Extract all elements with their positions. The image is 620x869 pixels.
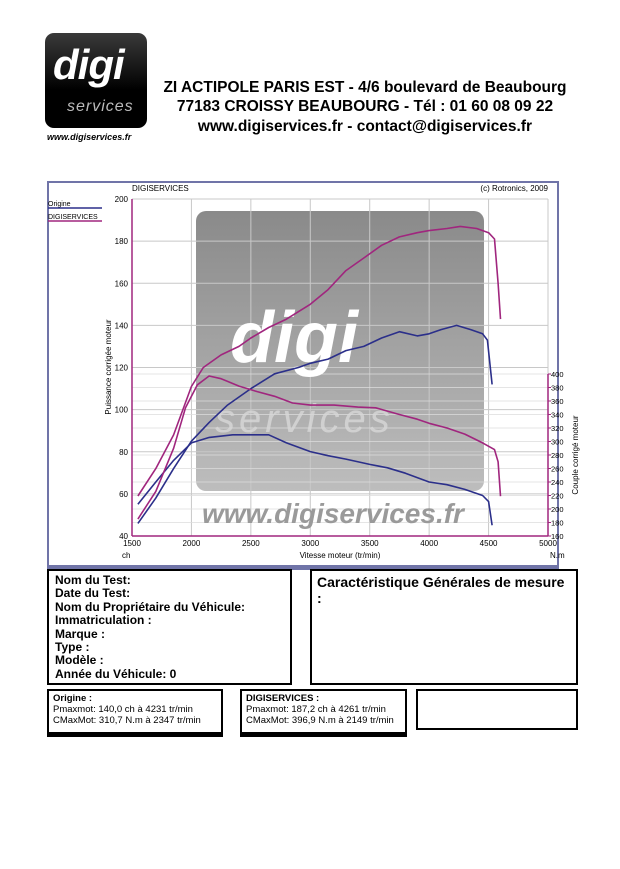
field-type: Type :	[55, 640, 90, 655]
y2-tick-label: 260	[551, 465, 564, 474]
field-test-date: Date du Test:	[55, 586, 131, 601]
y2-tick-label: 320	[551, 424, 564, 433]
x-tick-label: 1500	[123, 539, 141, 548]
logo-subtext: services	[67, 98, 134, 115]
y2-tick-label: 360	[551, 397, 564, 406]
digiservices-title: DIGISERVICES :	[246, 693, 320, 704]
y2-tick-label: 200	[551, 505, 564, 514]
y2-axis-label: Couple corrigé moteur	[571, 415, 580, 494]
x-tick-label: 3000	[301, 539, 319, 548]
contact-line: www.digiservices.fr - contact@digiservic…	[197, 118, 533, 135]
x-tick-label: 3500	[361, 539, 379, 548]
y-tick-label: 60	[119, 490, 128, 499]
chart-frame	[47, 181, 559, 570]
chart-copyright: (c) Rotronics, 2009	[480, 184, 548, 193]
digiservices-cmax: CMaxMot: 396,9 N.m à 2149 tr/min	[246, 715, 394, 726]
field-test-name: Nom du Test:	[55, 573, 131, 587]
logo-url: www.digiservices.fr	[47, 132, 132, 142]
origine-cmax: CMaxMot: 310,7 N.m à 2347 tr/min	[53, 715, 201, 726]
y2-tick-label: 280	[551, 451, 564, 460]
divider	[47, 734, 223, 737]
y2-tick-label: 240	[551, 478, 564, 487]
y2-tick-label: 340	[551, 411, 564, 420]
digiservices-results-box: DIGISERVICES : Pmaxmot: 187,2 ch à 4261 …	[240, 689, 407, 734]
series-digiservices-power	[137, 225, 502, 497]
y-tick-label: 40	[119, 532, 128, 541]
y2-tick-label: 180	[551, 519, 564, 528]
x-axis-label: Vitesse moteur (tr/min)	[300, 551, 381, 560]
watermark-url: www.digiservices.fr	[202, 498, 466, 529]
digiservices-logo: digi services	[45, 33, 147, 128]
y-tick-label: 80	[119, 448, 128, 457]
series-origine-torque	[137, 434, 493, 526]
field-model: Modèle :	[55, 653, 104, 668]
series-origine-power	[137, 324, 493, 524]
field-year: Année du Véhicule: 0	[55, 666, 177, 681]
logo-text: digi	[53, 41, 125, 88]
y-tick-label: 160	[115, 279, 129, 288]
y-tick-label: 140	[115, 321, 129, 330]
y2-tick-label: 400	[551, 370, 564, 379]
field-brand: Marque :	[55, 626, 106, 641]
x-tick-label: 4000	[420, 539, 438, 548]
legend-origine: Origine	[48, 201, 71, 208]
address-line-1: ZI ACTIPOLE PARIS EST - 4/6 boulevard de…	[163, 79, 567, 96]
y2-tick-label: 160	[551, 532, 564, 541]
origine-results-box: Origine : Pmaxmot: 140,0 ch à 4231 tr/mi…	[47, 689, 223, 734]
x-tick-label: 4500	[480, 539, 498, 548]
series-digiservices-torque	[137, 375, 502, 520]
x-tick-label: 2000	[183, 539, 201, 548]
y-tick-label: 100	[115, 406, 129, 415]
y-tick-label: 120	[115, 364, 129, 373]
x-tick-label: 2500	[242, 539, 260, 548]
y-tick-label: 180	[115, 237, 129, 246]
y-tick-label: 200	[115, 195, 129, 204]
legend-digiservices: DIGISERVICES	[48, 214, 98, 221]
address-line-2: 77183 CROISSY BEAUBOURG - Tél : 01 60 08…	[176, 98, 554, 115]
x-tick-label: 5000	[539, 539, 557, 548]
vehicle-info-box: Nom du Test: Date du Test: Nom du Propri…	[47, 569, 292, 685]
watermark-digi: digi	[230, 298, 360, 378]
empty-results-box	[416, 689, 578, 730]
left-unit: ch	[122, 551, 130, 560]
field-owner: Nom du Propriétaire du Véhicule:	[55, 599, 246, 614]
field-registration: Immatriculation :	[55, 613, 152, 628]
chart-title: DIGISERVICES	[132, 184, 189, 193]
y2-tick-label: 300	[551, 438, 564, 447]
y-axis-label: Puissance corrigée moteur	[104, 319, 113, 414]
watermark-panel	[196, 211, 484, 491]
measure-title: Caractéristique Générales de mesure :	[317, 574, 565, 606]
digiservices-pmax: Pmaxmot: 187,2 ch à 4261 tr/min	[246, 704, 386, 715]
y2-tick-label: 220	[551, 492, 564, 501]
origine-title: Origine :	[53, 693, 93, 704]
divider	[240, 734, 407, 737]
origine-pmax: Pmaxmot: 140,0 ch à 4231 tr/min	[53, 704, 193, 715]
right-unit: N.m	[550, 551, 565, 560]
measure-characteristics-box: Caractéristique Générales de mesure :	[310, 569, 578, 685]
y2-tick-label: 380	[551, 384, 564, 393]
